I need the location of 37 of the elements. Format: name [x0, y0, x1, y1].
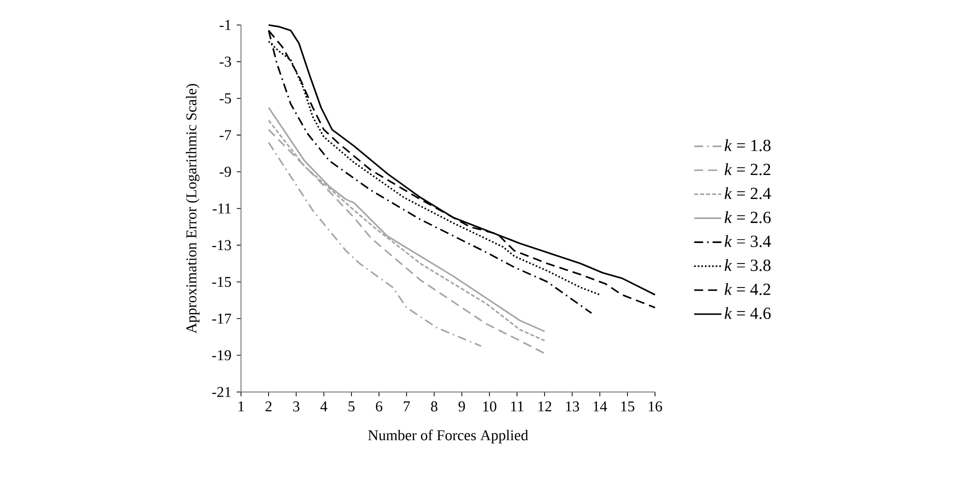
x-tick-label: 2: [266, 401, 272, 412]
y-axis-title: Approximation Error (Logarithmic Scale): [186, 84, 200, 334]
y-tick-label: -19: [212, 350, 231, 360]
y-tick-label: -11: [212, 204, 231, 214]
x-tick-label: 9: [458, 401, 465, 412]
x-tick-label: 10: [483, 401, 496, 412]
y-tick-label: -5: [220, 93, 231, 104]
x-tick-label: 4: [320, 401, 328, 412]
y-tick-label: -9: [220, 166, 231, 177]
x-tick-label: 16: [648, 401, 662, 412]
legend-label: k = 2.6: [724, 211, 771, 224]
legend-label: k = 2.2: [724, 163, 770, 176]
y-tick-label: -7: [220, 130, 232, 140]
x-tick-label: 15: [621, 401, 634, 412]
y-tick-label: -21: [212, 387, 231, 397]
y-tick-label: -1: [220, 20, 231, 30]
x-tick-label: 1: [238, 401, 244, 412]
y-tick-label: -13: [212, 240, 231, 250]
x-axis-title: Number of Forces Applied: [368, 430, 528, 444]
legend-label: k = 1.8: [724, 139, 771, 152]
legend-label: k = 4.2: [724, 283, 770, 296]
x-tick-label: 11: [511, 401, 524, 412]
y-tick-label: -3: [220, 56, 231, 67]
legend-label: k = 2.4: [724, 187, 771, 200]
x-tick-label: 3: [293, 401, 300, 412]
legend-label: k = 3.8: [724, 259, 771, 272]
x-tick-label: 14: [594, 401, 608, 412]
x-tick-label: 8: [431, 401, 438, 412]
legend-label: k = 4.6: [724, 307, 771, 320]
y-tick-label: -15: [212, 276, 231, 287]
x-tick-label: 6: [376, 401, 382, 412]
x-tick-label: 7: [404, 401, 410, 412]
legend-label: k = 3.4: [724, 235, 771, 248]
x-tick-label: 5: [348, 401, 355, 412]
x-tick-label: 12: [538, 401, 552, 412]
y-tick-label: -17: [212, 314, 232, 324]
x-tick-label: 13: [566, 401, 580, 412]
